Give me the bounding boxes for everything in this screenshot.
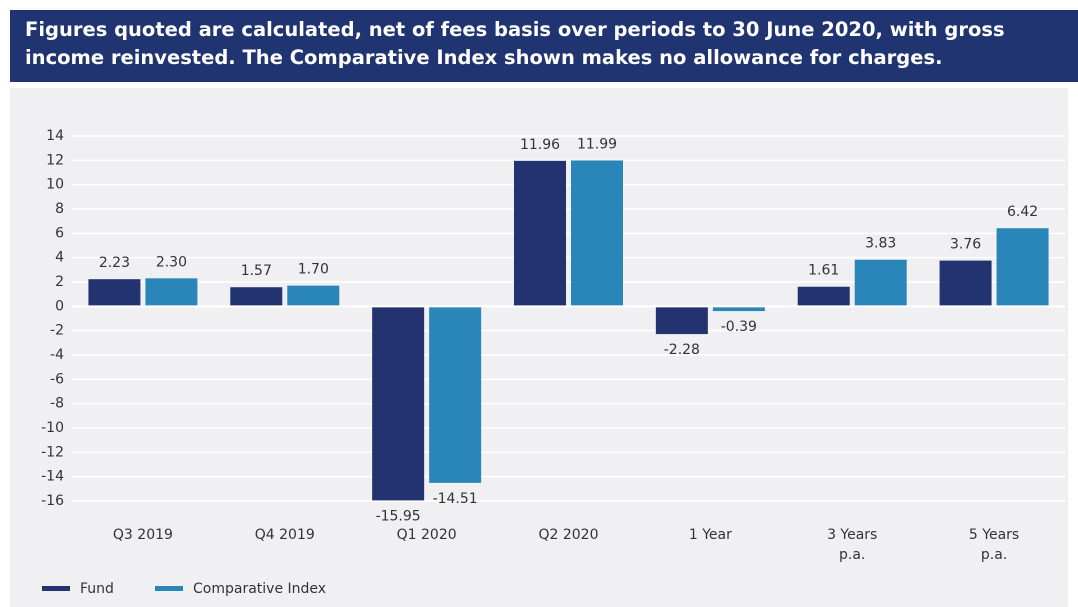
value-label: 11.99 <box>577 136 617 152</box>
bar <box>230 287 283 307</box>
bar <box>287 285 340 307</box>
value-label: 6.42 <box>1007 204 1038 220</box>
x-tick-label: Q4 2019 <box>255 527 315 543</box>
bar <box>514 160 566 307</box>
bar <box>939 260 992 307</box>
value-label: 2.30 <box>156 254 187 270</box>
y-tick-label: 12 <box>46 152 64 168</box>
y-tick-label: 14 <box>46 128 64 144</box>
value-label: -0.39 <box>721 319 757 335</box>
x-tick-label: 3 Years <box>827 527 877 543</box>
value-label: 1.70 <box>298 262 329 278</box>
x-tick-label: p.a. <box>981 547 1007 563</box>
value-label: 3.76 <box>950 237 981 253</box>
bar <box>145 278 198 307</box>
value-label: 11.96 <box>520 137 560 153</box>
bar <box>797 286 850 307</box>
y-tick-label: -16 <box>41 493 64 509</box>
x-tick-label: p.a. <box>839 547 865 563</box>
x-tick-label: 5 Years <box>969 527 1019 543</box>
y-tick-label: -4 <box>50 347 64 363</box>
x-tick-label: Q2 2020 <box>538 527 598 543</box>
bar <box>429 306 482 483</box>
y-tick-label: -14 <box>41 469 64 485</box>
value-label: -14.51 <box>433 491 478 507</box>
y-tick-label: -2 <box>50 323 64 339</box>
y-tick-label: -8 <box>50 396 64 412</box>
value-label: 1.61 <box>808 263 839 279</box>
header: Figures quoted are calculated, net of fe… <box>10 10 1078 82</box>
value-label: -2.28 <box>664 342 700 358</box>
bar <box>571 160 623 307</box>
legend-swatch <box>42 586 70 591</box>
bar <box>996 228 1049 307</box>
bar <box>655 306 708 335</box>
y-tick-label: 2 <box>55 274 64 290</box>
y-tick-label: -6 <box>50 371 64 387</box>
value-label: 2.23 <box>99 255 130 271</box>
y-tick-label: -10 <box>41 420 64 436</box>
x-tick-label: 1 Year <box>689 527 732 543</box>
y-tick-label: 8 <box>55 201 64 217</box>
bar <box>88 279 141 307</box>
bar <box>712 306 765 312</box>
y-tick-label: 10 <box>46 177 64 193</box>
y-tick-label: 6 <box>55 225 64 241</box>
value-label: 1.57 <box>241 263 272 279</box>
value-label: 3.83 <box>865 236 896 252</box>
y-tick-label: 4 <box>55 250 64 266</box>
bar <box>372 306 425 501</box>
bar <box>854 259 907 307</box>
y-tick-label: 0 <box>55 298 64 314</box>
legend-label: Comparative Index <box>193 581 326 597</box>
value-label: -15.95 <box>376 508 421 524</box>
legend-label: Fund <box>80 581 114 597</box>
x-tick-label: Q1 2020 <box>397 527 457 543</box>
y-tick-label: -12 <box>41 444 64 460</box>
x-tick-label: Q3 2019 <box>113 527 173 543</box>
legend-swatch <box>155 586 183 591</box>
